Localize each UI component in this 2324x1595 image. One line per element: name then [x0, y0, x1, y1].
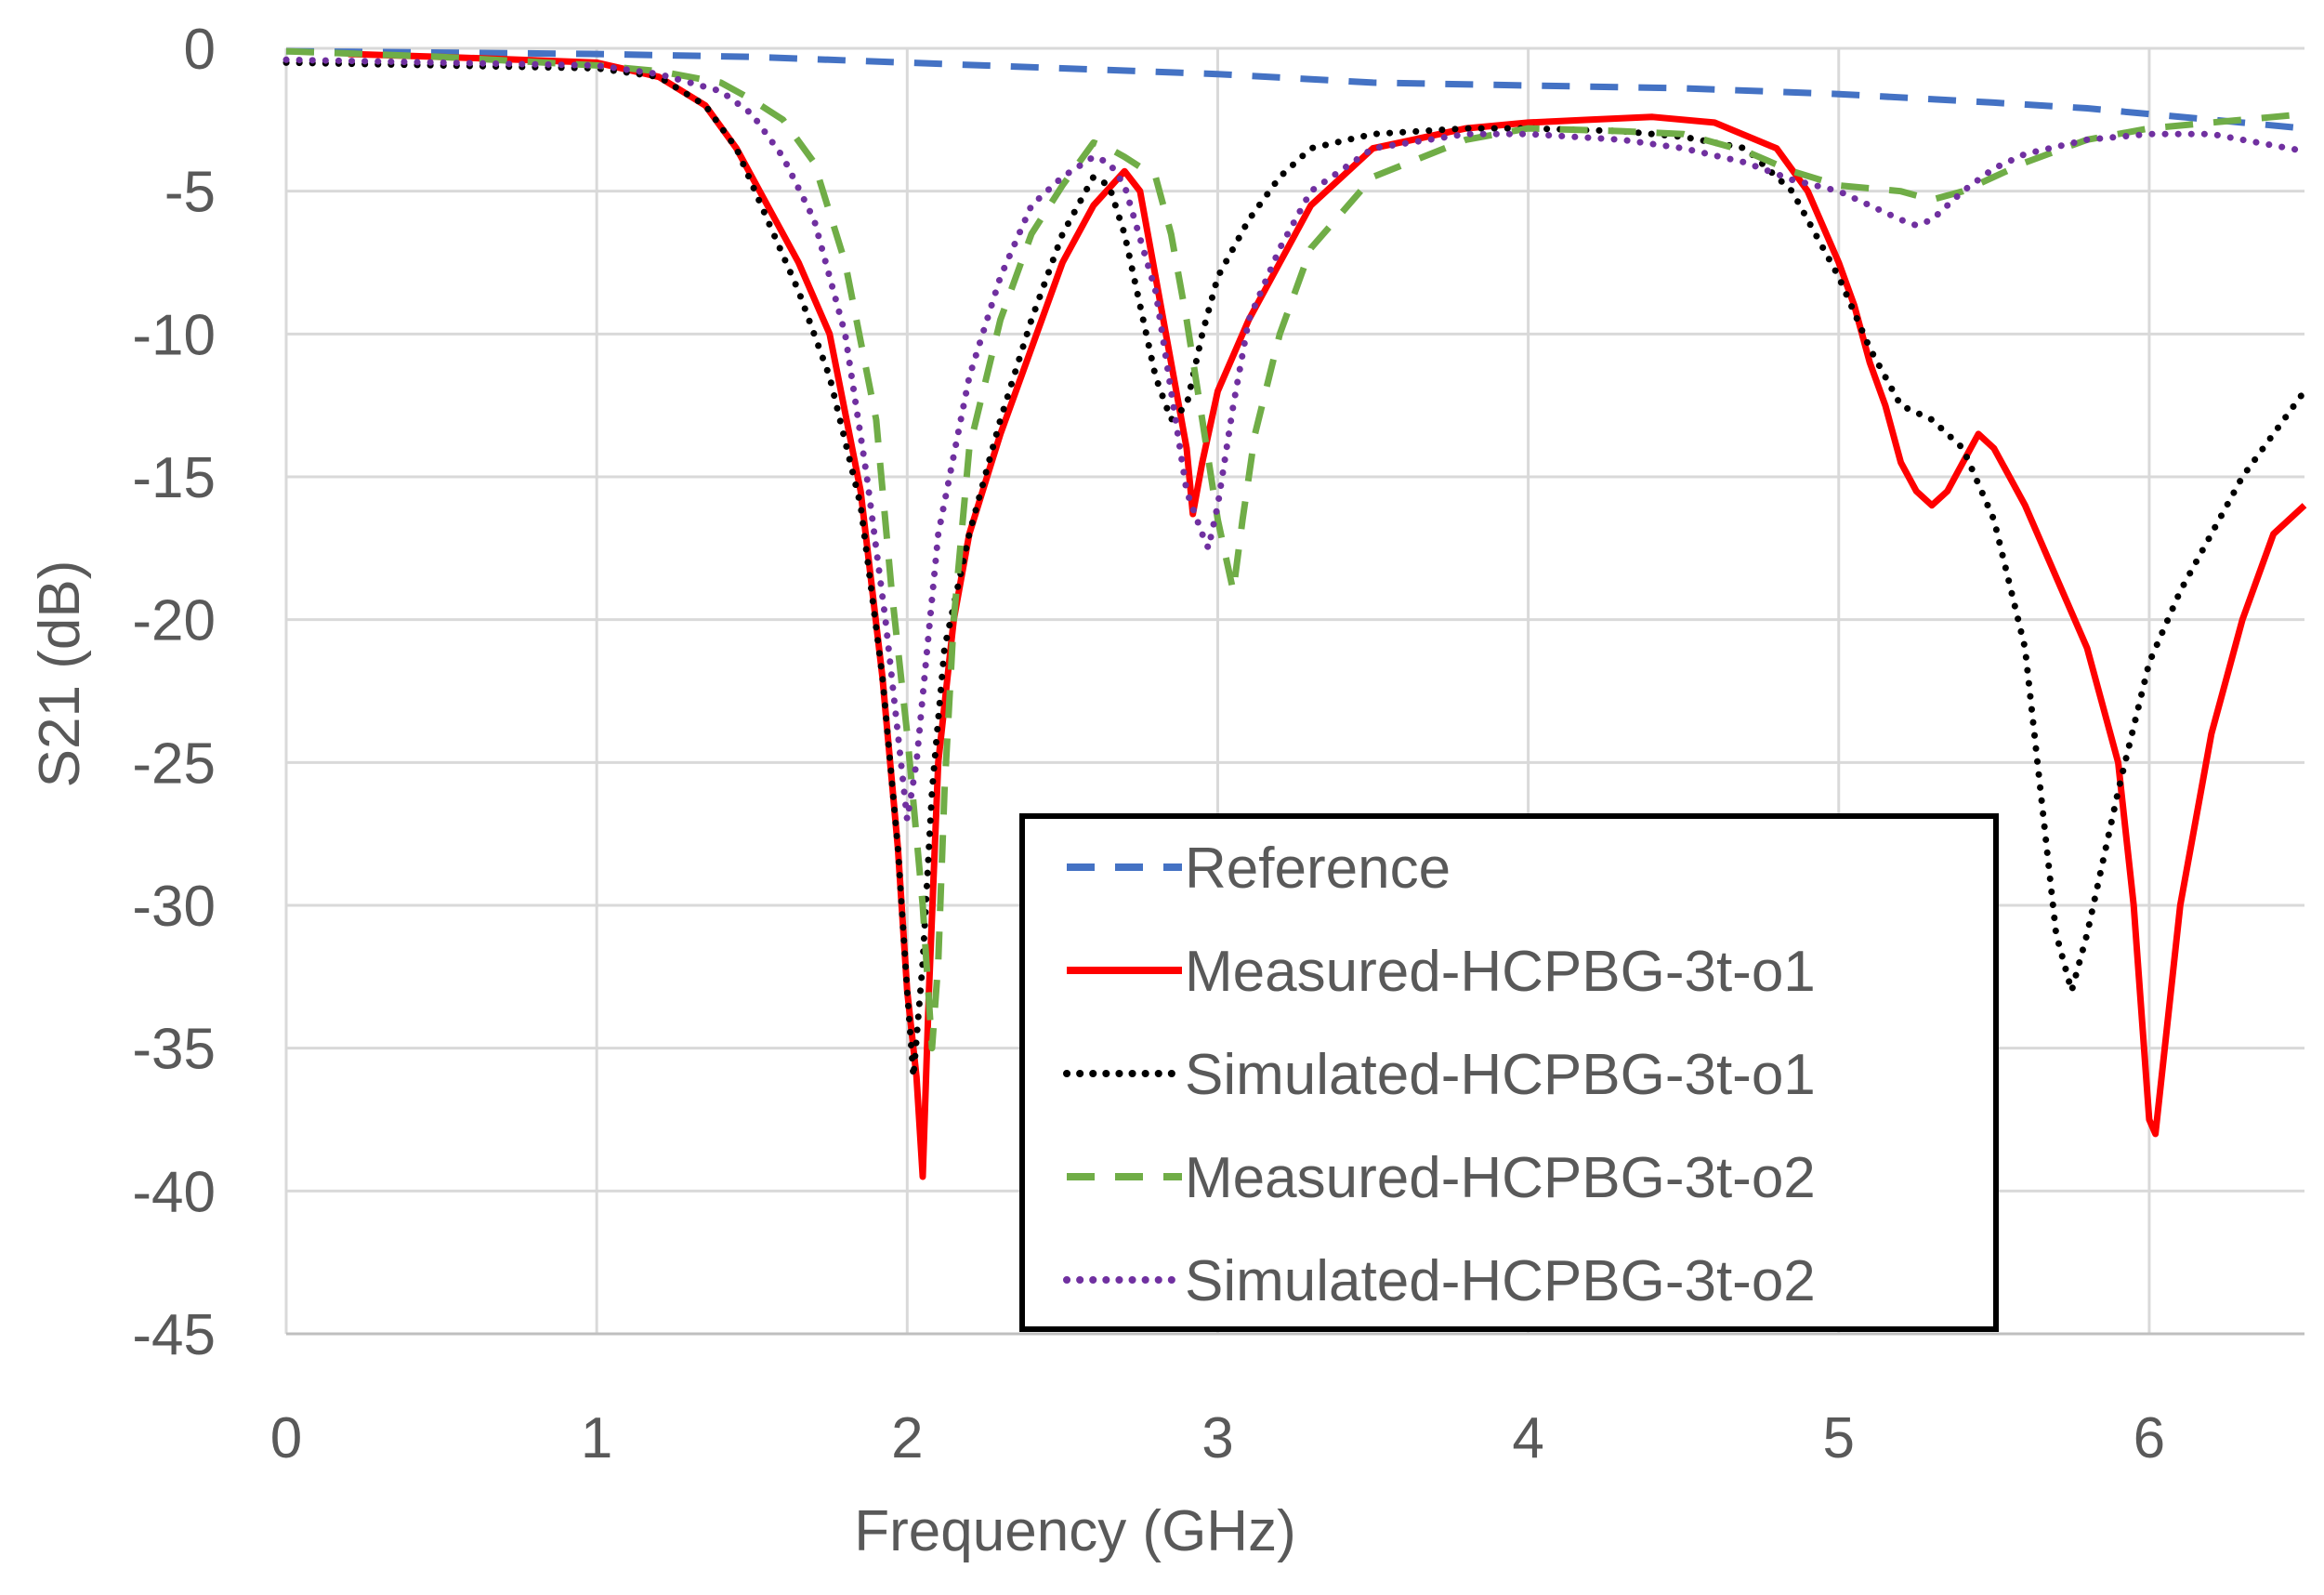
- legend: Reference Measured-HCPBG-3t-o1 Simulated-H…: [1019, 813, 1999, 1332]
- series-line-simulated-hcpbg-3t-o2: [282, 56, 2308, 824]
- legend-label: Simulated-HCPBG-3t-o2: [1185, 1249, 1816, 1313]
- x-axis-label: Frequency (GHz): [854, 1499, 1295, 1563]
- y-axis-label: S21 (dB): [28, 560, 92, 788]
- y-tick-label: -20: [132, 589, 216, 653]
- y-tick-label: -25: [132, 732, 216, 796]
- series-line-reference: [285, 47, 2305, 132]
- y-tick-label: -40: [132, 1160, 216, 1224]
- legend-label: Simulated-HCPBG-3t-o1: [1185, 1043, 1816, 1107]
- y-tick-label: -15: [132, 446, 216, 510]
- tick-labels: 0 -5 -10 -15 -20 -25 -30 -35 -40 -45 0 1 2 3 4 5 6: [132, 18, 2165, 1470]
- series-group: [282, 47, 2308, 1180]
- y-tick-label: -10: [132, 303, 216, 367]
- y-tick-label: -5: [164, 161, 216, 225]
- x-tick-label: 2: [891, 1406, 923, 1470]
- legend-label: Measured-HCPBG-3t-o1: [1185, 940, 1816, 1004]
- x-tick-label: 3: [1201, 1406, 1233, 1470]
- y-tick-label: 0: [184, 18, 216, 82]
- x-tick-label: 0: [270, 1406, 302, 1470]
- legend-label: Reference: [1185, 837, 1451, 901]
- legend-label: Measured-HCPBG-3t-o2: [1185, 1146, 1816, 1210]
- legend-box: [1019, 813, 1999, 1332]
- x-tick-label: 4: [1512, 1406, 1543, 1470]
- y-tick-label: -45: [132, 1303, 216, 1367]
- series-line-measured-hcpbg-3t-o2: [285, 47, 2305, 1052]
- x-tick-label: 1: [581, 1406, 612, 1470]
- x-tick-label: 6: [2134, 1406, 2165, 1470]
- series-line-simulated-hcpbg-3t-o1: [282, 59, 2308, 1080]
- y-tick-label: -35: [132, 1018, 216, 1082]
- y-tick-label: -30: [132, 875, 216, 939]
- x-tick-label: 5: [1823, 1406, 1855, 1470]
